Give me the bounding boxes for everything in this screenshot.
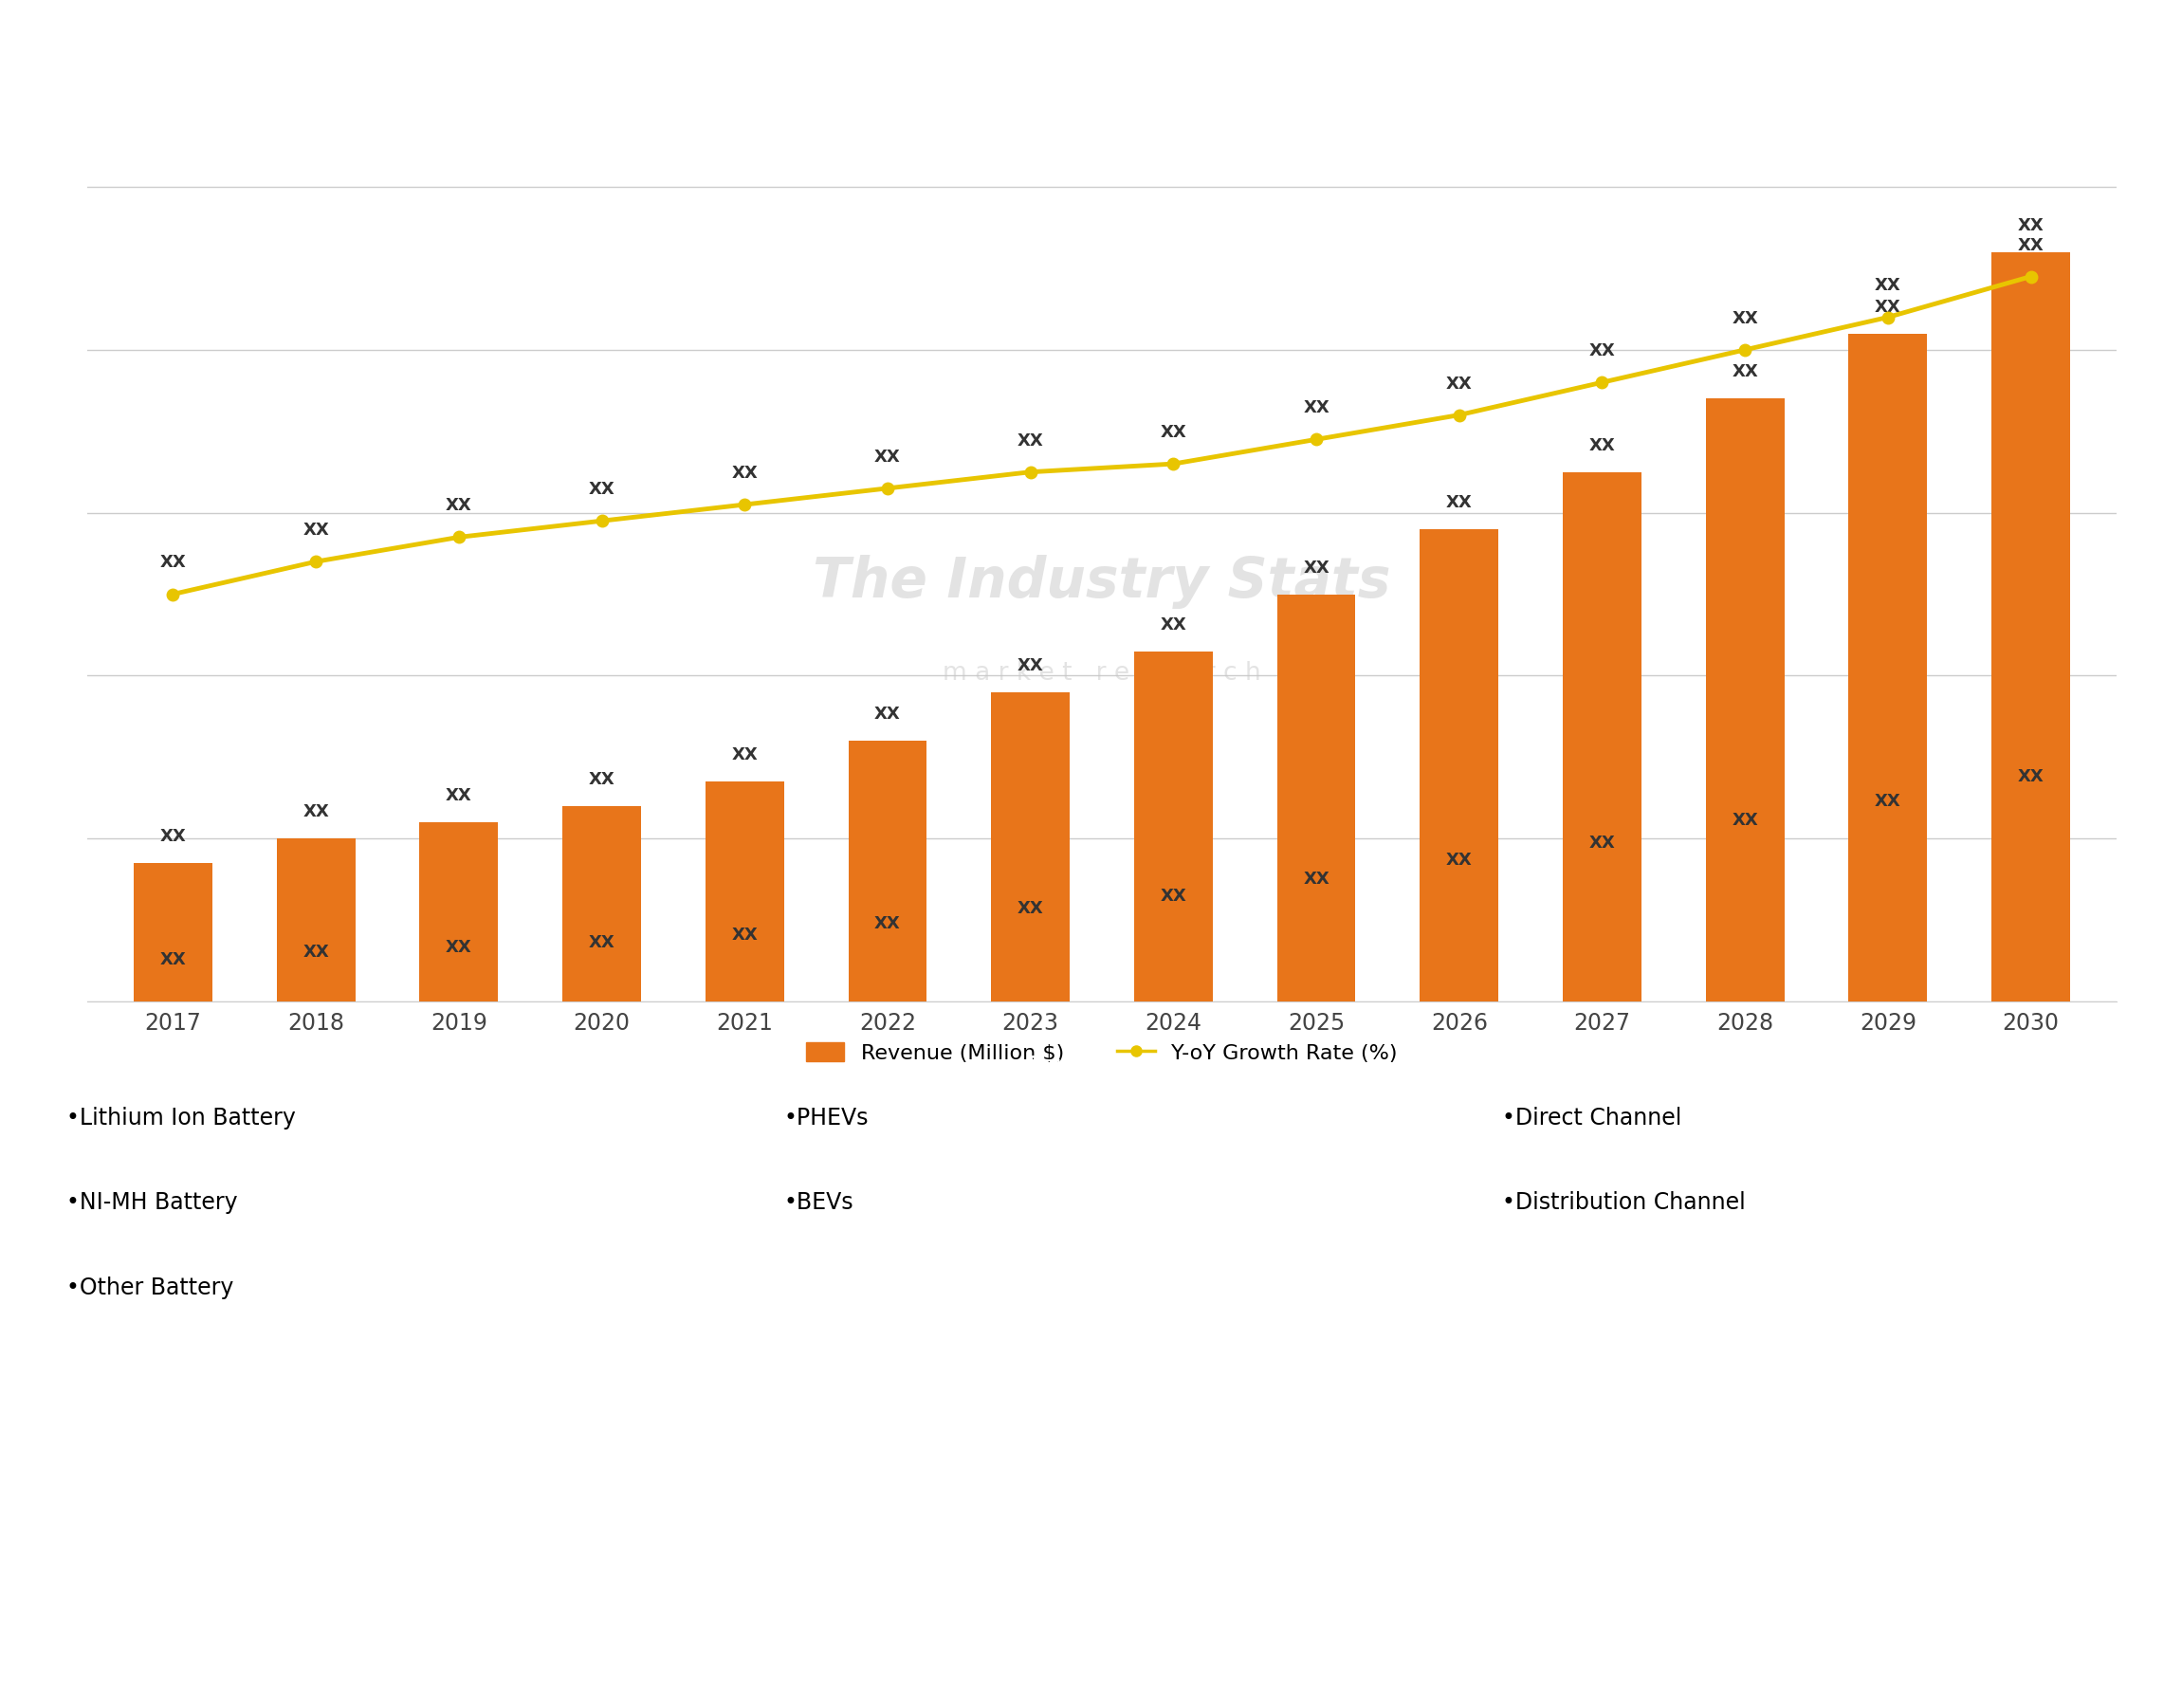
Text: The Industry Stats: The Industry Stats [814, 555, 1390, 608]
Bar [277, 839, 356, 1001]
Text: XX: XX [589, 770, 615, 787]
Bar [1276, 594, 1355, 1001]
Legend: Revenue (Million $), Y-oY Growth Rate (%): Revenue (Million $), Y-oY Growth Rate (%… [799, 1033, 1405, 1071]
Text: XX: XX [731, 927, 757, 945]
Text: XX: XX [1733, 309, 1759, 326]
Text: m a r k e t   r e s e a r c h: m a r k e t r e s e a r c h [943, 661, 1261, 685]
Text: Sales Channels: Sales Channels [1719, 1054, 1898, 1078]
Text: XX: XX [1161, 424, 1187, 441]
Text: Product Types: Product Types [290, 1054, 456, 1078]
Text: XX: XX [1303, 559, 1329, 576]
Text: XX: XX [303, 521, 329, 538]
Text: XX: XX [1017, 432, 1043, 449]
Text: XX: XX [159, 828, 185, 845]
Text: •NI-MH Battery: •NI-MH Battery [65, 1190, 238, 1214]
Text: XX: XX [1874, 277, 1901, 294]
Text: •PHEVs: •PHEVs [783, 1107, 868, 1129]
Text: XX: XX [1303, 871, 1329, 888]
Text: XX: XX [445, 497, 471, 514]
Text: •Lithium Ion Battery: •Lithium Ion Battery [65, 1107, 295, 1129]
Text: XX: XX [589, 482, 615, 499]
Text: XX: XX [1161, 888, 1187, 905]
Text: Application: Application [1026, 1054, 1156, 1078]
Text: •BEVs: •BEVs [783, 1190, 853, 1214]
Text: XX: XX [303, 945, 329, 962]
Text: XX: XX [1588, 834, 1615, 851]
Text: XX: XX [1588, 343, 1615, 360]
Text: XX: XX [1017, 658, 1043, 675]
Bar [1848, 333, 1927, 1001]
Text: XX: XX [1588, 437, 1615, 454]
Bar [991, 692, 1069, 1001]
Text: XX: XX [875, 915, 901, 933]
Text: Email: sales@theindustrystats.com: Email: sales@theindustrystats.com [923, 1670, 1259, 1688]
Bar [1706, 398, 1785, 1001]
Text: •Direct Channel: •Direct Channel [1501, 1107, 1682, 1129]
Text: XX: XX [1874, 299, 1901, 316]
Text: XX: XX [875, 705, 901, 722]
Text: XX: XX [159, 555, 185, 572]
Text: XX: XX [731, 746, 757, 763]
Text: Website: www.theindustrystats.com: Website: www.theindustrystats.com [1636, 1670, 1986, 1688]
Text: XX: XX [2018, 237, 2045, 254]
Bar [1562, 471, 1641, 1001]
Bar [1992, 253, 2071, 1001]
Bar [1135, 651, 1213, 1001]
Bar [419, 822, 497, 1001]
Text: XX: XX [1733, 364, 1759, 381]
Text: XX: XX [875, 449, 901, 466]
Text: XX: XX [445, 939, 471, 956]
Text: XX: XX [159, 951, 185, 968]
Text: Source: Theindustrystats Analysis: Source: Theindustrystats Analysis [207, 1670, 535, 1688]
Bar [705, 782, 783, 1001]
Text: XX: XX [731, 465, 757, 482]
Text: XX: XX [303, 803, 329, 820]
Text: XX: XX [589, 934, 615, 951]
Text: XX: XX [1447, 494, 1473, 511]
Text: XX: XX [1447, 851, 1473, 868]
Bar [133, 863, 212, 1001]
Text: XX: XX [1303, 400, 1329, 417]
Text: XX: XX [1874, 793, 1901, 810]
Text: XX: XX [2018, 769, 2045, 786]
Text: XX: XX [1447, 376, 1473, 393]
Text: XX: XX [445, 787, 471, 804]
Text: Fig. Global Electric Vehicle Battery Market Status and Outlook: Fig. Global Electric Vehicle Battery Mar… [26, 29, 879, 55]
Text: •Distribution Channel: •Distribution Channel [1501, 1190, 1746, 1214]
Text: XX: XX [2018, 217, 2045, 234]
Bar [563, 806, 642, 1001]
Text: XX: XX [1017, 900, 1043, 917]
Bar [849, 741, 927, 1001]
Bar [1420, 529, 1499, 1001]
Text: XX: XX [1161, 617, 1187, 634]
Text: •Other Battery: •Other Battery [65, 1276, 233, 1298]
Text: XX: XX [1733, 811, 1759, 828]
